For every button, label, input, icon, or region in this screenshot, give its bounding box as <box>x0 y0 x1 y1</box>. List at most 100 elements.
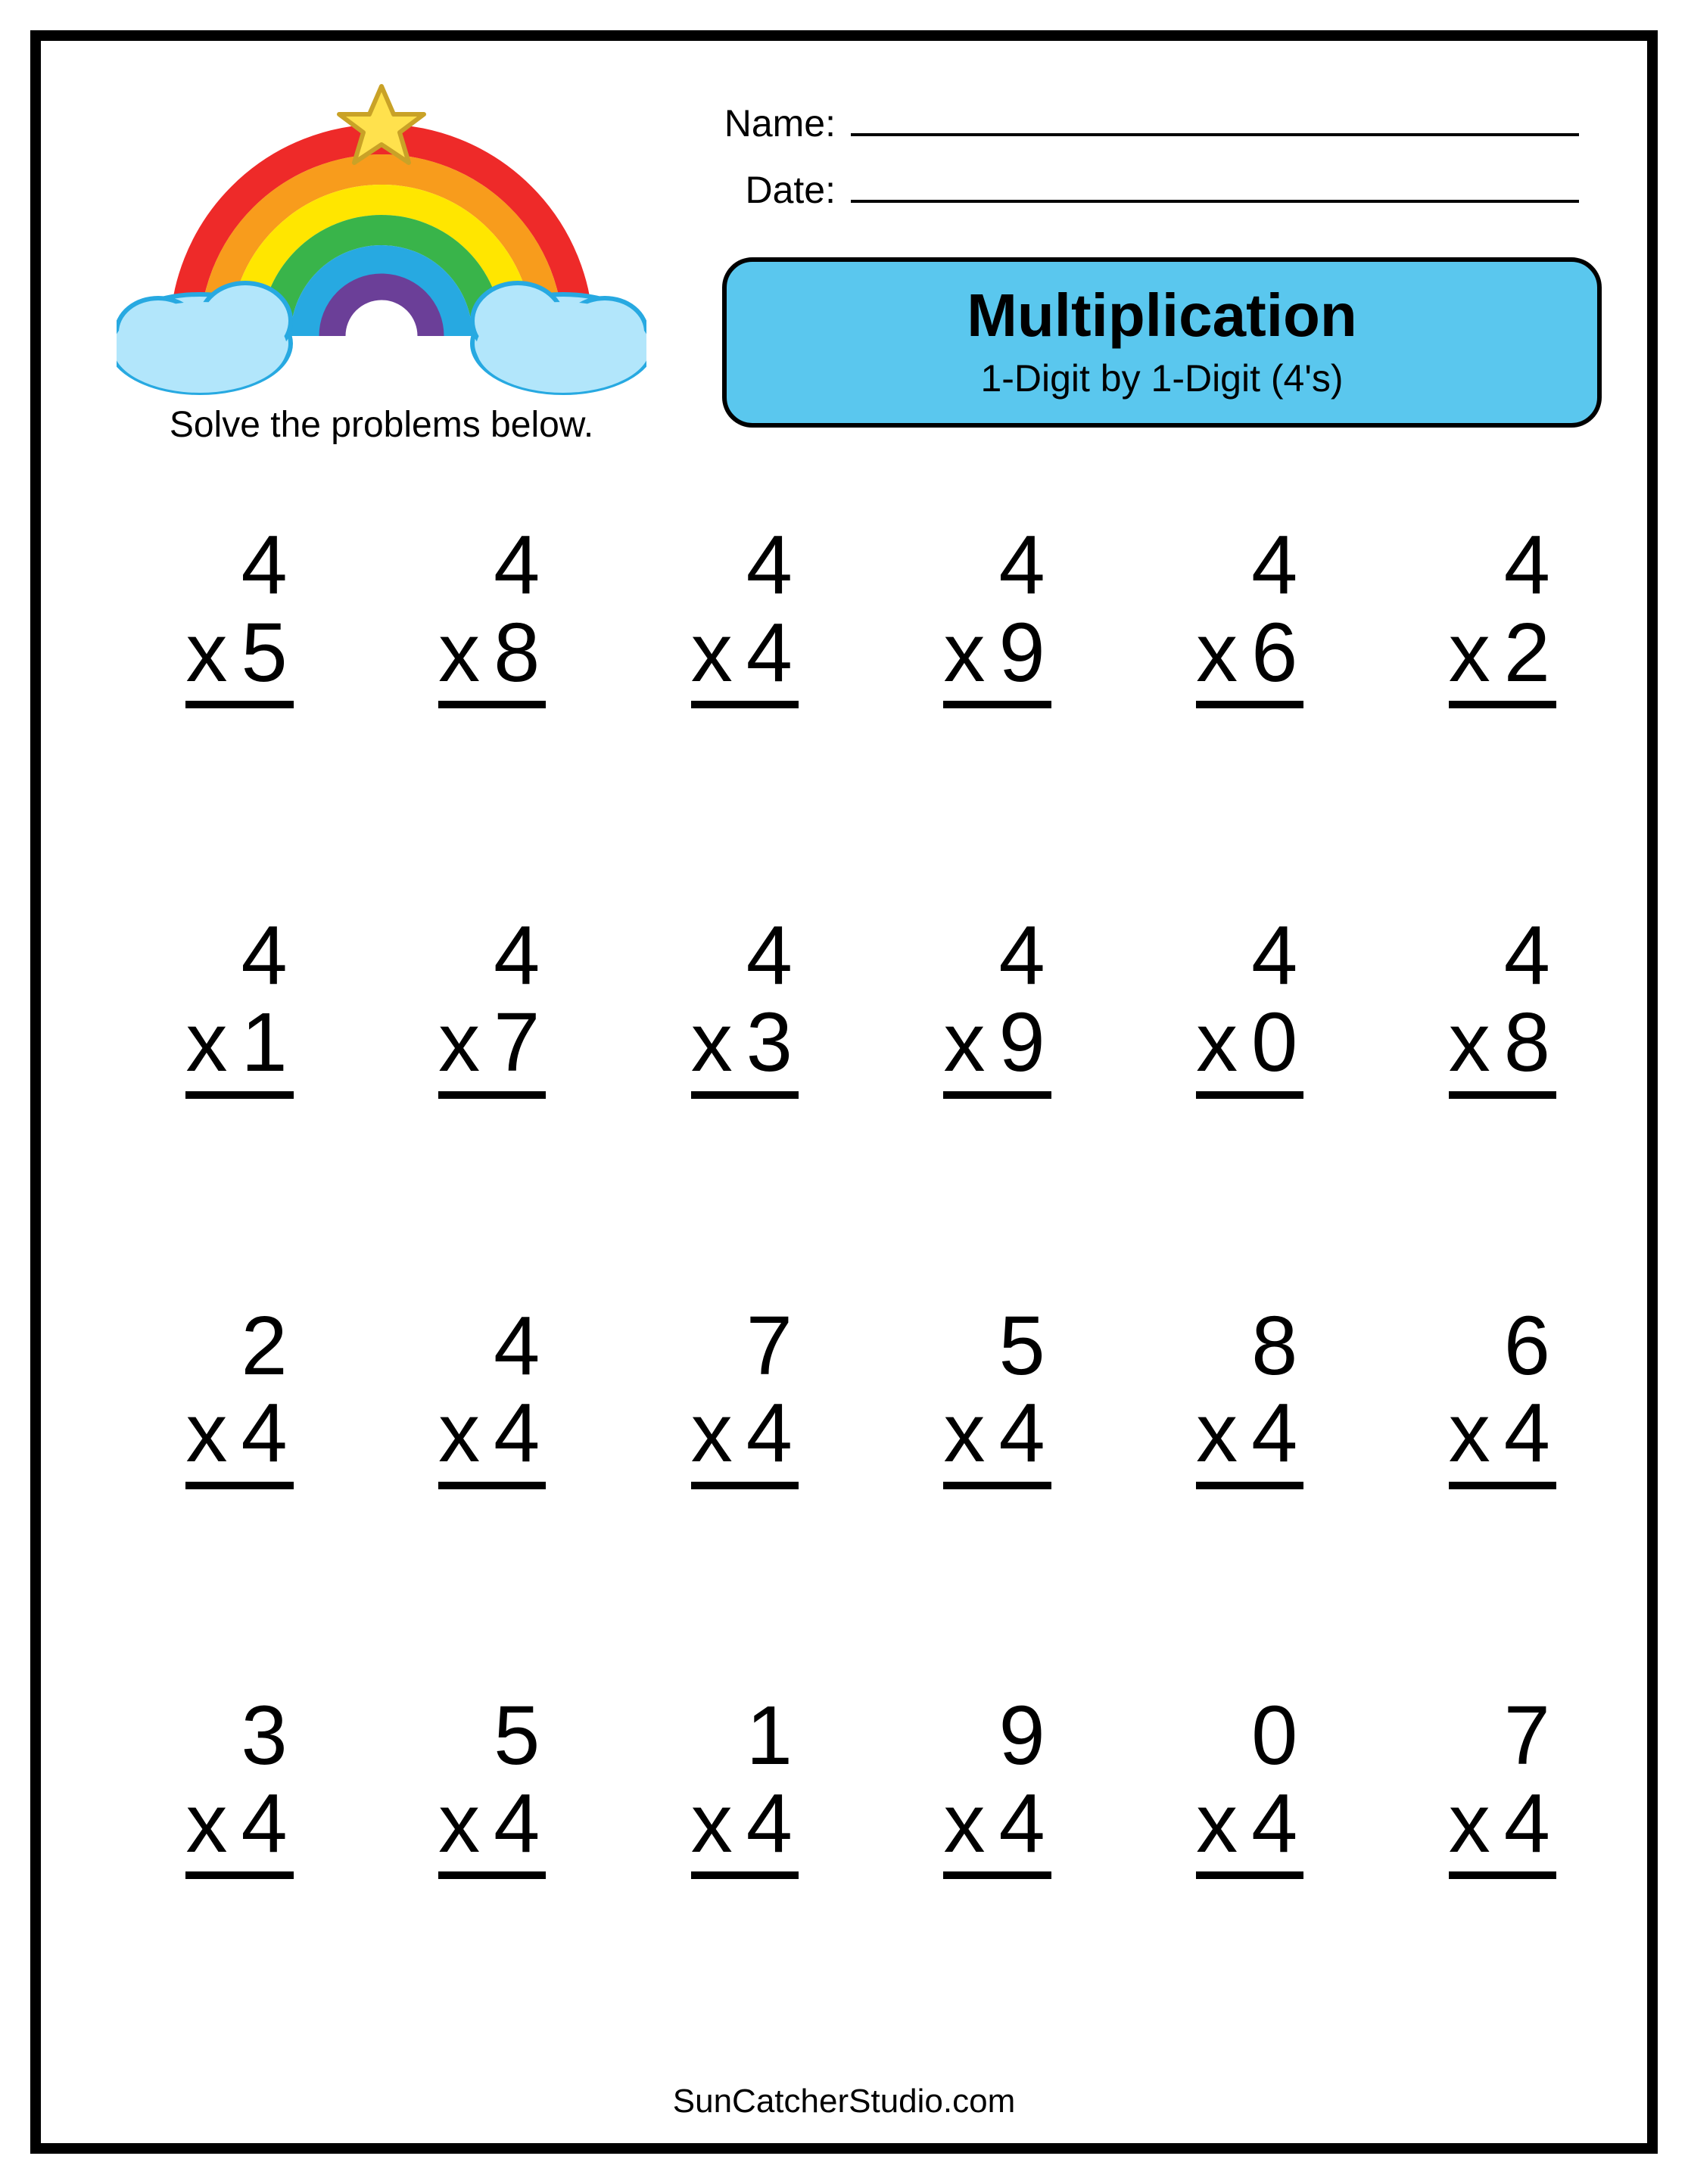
multiplier: 7 <box>494 999 540 1087</box>
multiplicand: 6 <box>1504 1302 1556 1390</box>
rainbow-illustration <box>117 79 646 397</box>
problem: 0x4 <box>1112 1692 1335 2037</box>
multiplier-row: x1 <box>185 999 293 1099</box>
operator: x <box>1449 1389 1490 1477</box>
multiplier: 3 <box>746 999 793 1087</box>
header-left: Solve the problems below. <box>86 79 677 446</box>
cloud-left-icon <box>117 283 291 393</box>
multiplier-row: x4 <box>691 1389 799 1489</box>
problem: 8x4 <box>1112 1302 1335 1647</box>
date-input-line[interactable] <box>851 173 1579 203</box>
multiplicand: 5 <box>998 1302 1051 1390</box>
operator: x <box>185 1780 227 1868</box>
multiplier-row: x0 <box>1196 999 1303 1099</box>
operator: x <box>1196 1389 1238 1477</box>
multiplier: 5 <box>241 609 287 697</box>
multiplier-row: x4 <box>943 1780 1051 1880</box>
multiplier: 4 <box>746 609 793 697</box>
problem: 3x4 <box>101 1692 324 2037</box>
operator: x <box>438 999 480 1087</box>
problem: 4x9 <box>859 521 1082 866</box>
problems-grid: 4x54x84x44x94x64x24x14x74x34x94x04x82x44… <box>86 476 1602 2067</box>
problem: 1x4 <box>606 1692 829 2037</box>
multiplier: 0 <box>1251 999 1297 1087</box>
multiplicand: 4 <box>1504 912 1556 1000</box>
operator: x <box>1449 1780 1490 1868</box>
multiplier-row: x4 <box>691 1780 799 1880</box>
multiplier-row: x4 <box>1449 1389 1556 1489</box>
multiplicand: 4 <box>1251 912 1303 1000</box>
problem: 4x8 <box>1364 912 1587 1257</box>
problem: 2x4 <box>101 1302 324 1647</box>
operator: x <box>691 1780 733 1868</box>
name-field-row: Name: <box>722 101 1602 145</box>
multiplier-row: x4 <box>185 1780 293 1880</box>
operator: x <box>438 609 480 697</box>
multiplier-row: x9 <box>943 609 1051 709</box>
operator: x <box>185 1389 227 1477</box>
multiplier-row: x4 <box>1196 1389 1303 1489</box>
multiplicand: 4 <box>241 521 293 609</box>
multiplier: 4 <box>746 1389 793 1477</box>
multiplicand: 0 <box>1251 1692 1303 1780</box>
multiplier-row: x4 <box>943 1389 1051 1489</box>
multiplier-row: x6 <box>1196 609 1303 709</box>
multiplier: 4 <box>1251 1780 1297 1868</box>
operator: x <box>1449 999 1490 1087</box>
multiplier: 4 <box>746 1780 793 1868</box>
multiplier-row: x9 <box>943 999 1051 1099</box>
operator: x <box>943 609 985 697</box>
name-input-line[interactable] <box>851 106 1579 136</box>
problem: 9x4 <box>859 1692 1082 2037</box>
header-right: Name: Date: Multiplication 1-Digit by 1-… <box>722 79 1602 446</box>
name-label: Name: <box>722 101 851 145</box>
operator: x <box>1196 999 1238 1087</box>
problem: 4x1 <box>101 912 324 1257</box>
multiplicand: 4 <box>746 912 799 1000</box>
operator: x <box>943 1780 985 1868</box>
problem: 4x4 <box>354 1302 577 1647</box>
multiplier: 4 <box>241 1780 287 1868</box>
title-sub: 1-Digit by 1-Digit (4's) <box>757 356 1567 400</box>
multiplier-row: x4 <box>438 1389 546 1489</box>
date-label: Date: <box>722 168 851 212</box>
multiplier-row: x4 <box>1196 1780 1303 1880</box>
multiplicand: 7 <box>1504 1692 1556 1780</box>
multiplier-row: x4 <box>438 1780 546 1880</box>
problem: 4x5 <box>101 521 324 866</box>
multiplier: 4 <box>998 1389 1045 1477</box>
problem: 7x4 <box>606 1302 829 1647</box>
operator: x <box>1449 609 1490 697</box>
multiplier-row: x7 <box>438 999 546 1099</box>
multiplicand: 7 <box>746 1302 799 1390</box>
multiplier-row: x8 <box>1449 999 1556 1099</box>
multiplicand: 4 <box>746 521 799 609</box>
problem: 5x4 <box>354 1692 577 2037</box>
problem: 4x2 <box>1364 521 1587 866</box>
multiplicand: 4 <box>494 521 546 609</box>
problem: 4x0 <box>1112 912 1335 1257</box>
multiplier: 1 <box>241 999 287 1087</box>
problem: 6x4 <box>1364 1302 1587 1647</box>
problem: 4x7 <box>354 912 577 1257</box>
multiplicand: 8 <box>1251 1302 1303 1390</box>
multiplier: 4 <box>1251 1389 1297 1477</box>
multiplier: 4 <box>241 1389 287 1477</box>
multiplicand: 1 <box>746 1692 799 1780</box>
multiplicand: 4 <box>494 1302 546 1390</box>
multiplicand: 4 <box>998 521 1051 609</box>
footer-credit: SunCatcherStudio.com <box>86 2067 1602 2120</box>
operator: x <box>691 1389 733 1477</box>
multiplier: 4 <box>1504 1389 1550 1477</box>
multiplier: 9 <box>998 999 1045 1087</box>
operator: x <box>1196 609 1238 697</box>
header: Solve the problems below. Name: Date: Mu… <box>86 79 1602 446</box>
multiplier-row: x5 <box>185 609 293 709</box>
operator: x <box>943 1389 985 1477</box>
operator: x <box>691 609 733 697</box>
multiplicand: 4 <box>494 912 546 1000</box>
multiplier: 8 <box>494 609 540 697</box>
multiplicand: 4 <box>241 912 293 1000</box>
operator: x <box>691 999 733 1087</box>
multiplicand: 2 <box>241 1302 293 1390</box>
